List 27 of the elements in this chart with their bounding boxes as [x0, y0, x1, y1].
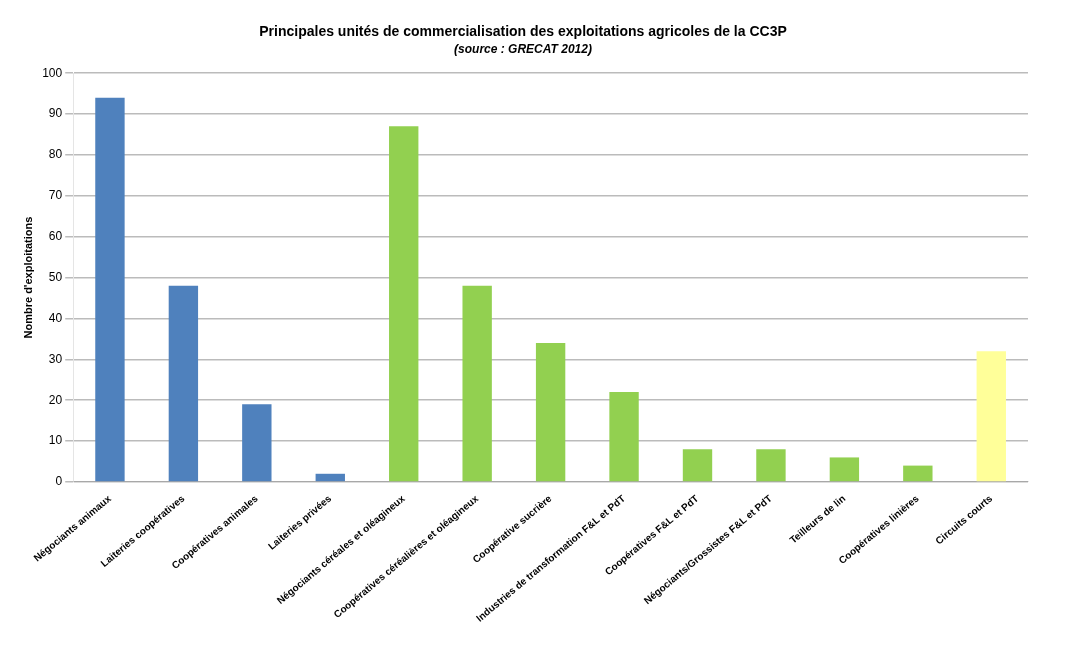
y-tick-label: 30 [48, 351, 63, 366]
y-tick-label: 40 [48, 310, 63, 325]
y-tick-label: 0 [55, 474, 63, 489]
bar [609, 392, 639, 482]
bar [903, 465, 933, 482]
bar [535, 342, 566, 482]
y-tick-label: 100 [42, 65, 63, 80]
y-tick-label: 80 [48, 147, 63, 162]
y-tick-label: 10 [48, 433, 63, 448]
y-axis-title: Nombre d'exploitations [21, 216, 34, 339]
y-tick-label: 60 [48, 229, 63, 244]
y-tick-label: 90 [48, 106, 63, 121]
bar [756, 449, 786, 482]
bar [829, 457, 860, 482]
bar [168, 285, 199, 482]
bar [242, 404, 272, 482]
bar [315, 473, 345, 482]
y-tick-label: 70 [48, 188, 63, 203]
chart-subtitle: (source : GRECAT 2012) [454, 42, 592, 57]
bar [682, 449, 713, 482]
bar [95, 97, 125, 482]
y-tick-label: 20 [48, 392, 63, 407]
bar [462, 285, 492, 482]
chart-title: Principales unités de commercialisation des exploitations agricoles de la CC3P [259, 23, 787, 40]
bar [976, 351, 1006, 482]
bar [389, 126, 419, 482]
y-tick-label: 50 [48, 269, 63, 284]
